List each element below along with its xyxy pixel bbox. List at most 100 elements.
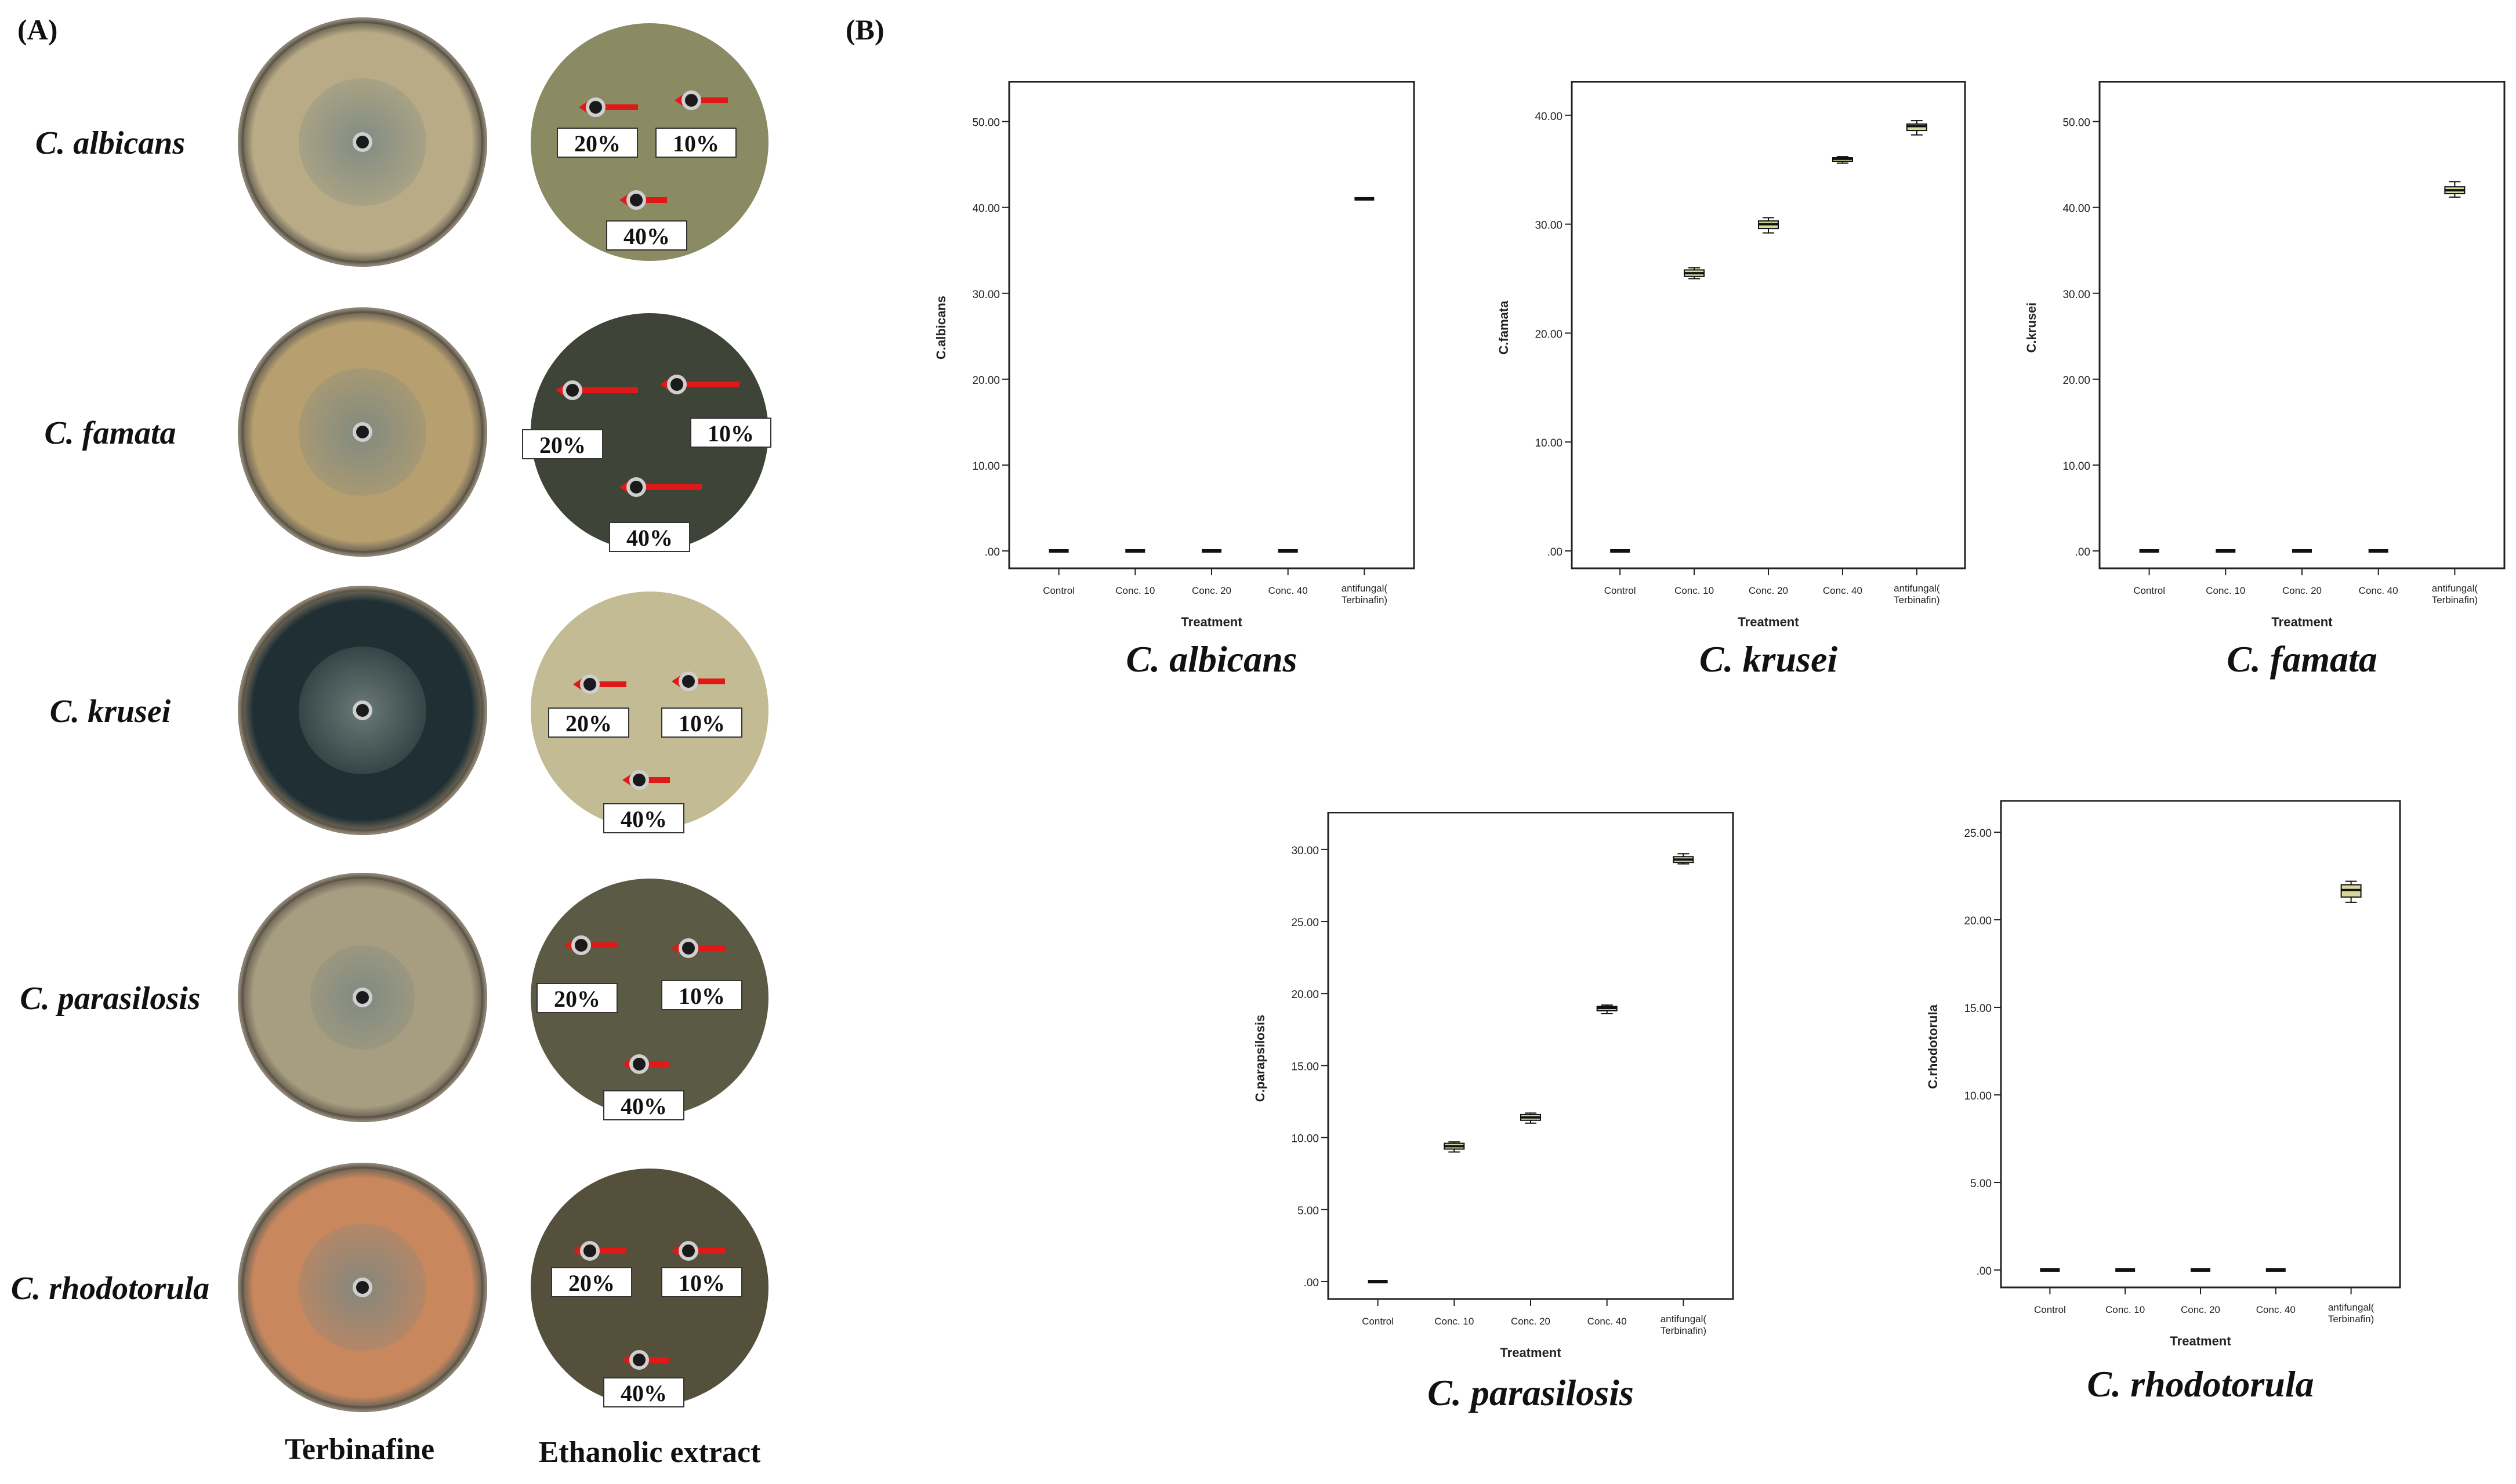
x-tick-label: antifungal(: [1894, 583, 1940, 594]
extract-well: [571, 935, 591, 955]
box-3: [1202, 549, 1221, 553]
box-plot-chart: .00 10.00 20.00 30.00 40.00 C.famata Control Co…: [1496, 81, 1966, 629]
plot-frame: [2098, 81, 2506, 569]
y-tick-label: .00: [985, 546, 1000, 558]
disc-well: [353, 701, 372, 720]
box-5: [1354, 197, 1375, 201]
x-tick-label: antifungal(: [1342, 583, 1388, 594]
y-tick-label: 20.00: [2062, 375, 2090, 387]
species-label: C. krusei: [49, 694, 171, 730]
y-tick-label: 25.00: [1291, 917, 1319, 929]
disc-well: [353, 132, 372, 152]
chart-caption: C. krusei: [1699, 638, 1838, 680]
disc-well: [353, 1278, 372, 1297]
y-tick-label: 30.00: [2062, 289, 2090, 301]
y-tick-label: .00: [1304, 1277, 1319, 1289]
box-2: [1125, 549, 1145, 553]
species-label: C. parasilosis: [20, 981, 201, 1017]
x-tick-label: Conc. 10: [1674, 585, 1714, 596]
x-axis-label: Treatment: [1500, 1345, 1561, 1360]
x-tick-label: Conc. 20: [1749, 585, 1788, 596]
concentration-label: 40%: [609, 522, 690, 552]
extract-well: [580, 674, 600, 694]
y-tick-label: 5.00: [1297, 1205, 1319, 1217]
extract-well: [626, 477, 646, 497]
y-axis-label: C.parapsilosis: [1253, 1015, 1267, 1102]
box-4: [1596, 1004, 1618, 1014]
box-5: [1906, 120, 1927, 136]
x-tick-label: Terbinafin): [2432, 594, 2478, 605]
box-median: [1368, 1280, 1388, 1283]
ethanolic-extract-caption: Ethanolic extract: [538, 1436, 761, 1469]
species-label: C. famata: [44, 415, 176, 451]
extract-well: [626, 190, 646, 210]
box-median: [2139, 549, 2159, 553]
plot-frame: [2000, 800, 2401, 1289]
extract-well: [580, 1241, 600, 1261]
x-tick-label: Conc. 40: [1587, 1316, 1627, 1327]
extract-well: [681, 90, 701, 110]
extract-well: [629, 770, 649, 790]
box-2: [1444, 1141, 1465, 1153]
plot-frame: [1571, 81, 1966, 569]
y-tick-label: 40.00: [2062, 203, 2090, 215]
species-label: C. rhodotorula: [10, 1271, 210, 1307]
extract-well: [679, 672, 698, 691]
box-2: [2115, 1268, 2136, 1272]
box-2: [1684, 267, 1705, 280]
x-tick-label: Conc. 10: [2105, 1304, 2145, 1315]
plot-frame: [1327, 812, 1734, 1300]
box-4: [2368, 549, 2388, 553]
y-tick-label: .00: [1547, 546, 1562, 558]
y-axis-label: C.albicans: [934, 296, 948, 360]
y-tick-label: 20.00: [1535, 328, 1562, 340]
x-tick-label: Conc. 20: [2282, 585, 2322, 596]
box-3: [1520, 1112, 1541, 1124]
box-1: [2040, 1268, 2060, 1272]
box-3: [2292, 549, 2312, 553]
concentration-label: 20%: [536, 983, 618, 1013]
disc-well: [353, 988, 372, 1007]
x-tick-label: Conc. 40: [1823, 585, 1862, 596]
chart-caption: C. famata: [2227, 638, 2377, 680]
box-median: [2265, 1268, 2286, 1272]
extract-well: [586, 97, 606, 117]
y-tick-label: 25.00: [1964, 828, 1992, 840]
y-tick-label: 10.00: [972, 460, 1000, 473]
y-tick-label: 20.00: [1291, 989, 1319, 1001]
concentration-label: 40%: [606, 220, 687, 251]
box-1: [1049, 549, 1069, 553]
y-axis-label: C.famata: [1496, 300, 1511, 355]
x-axis-label: Treatment: [1738, 615, 1799, 629]
x-tick-label: Control: [1604, 585, 1636, 596]
box-median: [1049, 549, 1069, 553]
concentration-label: 10%: [690, 418, 771, 448]
x-tick-label: Conc. 40: [2359, 585, 2398, 596]
box-plot-chart: .00 10.00 20.00 30.00 40.00 50.00 C.albicans Co…: [934, 81, 1415, 629]
x-tick-label: Control: [1362, 1316, 1394, 1327]
box-3: [1758, 217, 1779, 234]
concentration-label: 10%: [661, 707, 742, 738]
box-1: [1610, 549, 1630, 553]
concentration-label: 10%: [661, 980, 742, 1010]
concentration-label: 20%: [551, 1267, 632, 1297]
concentration-label: 40%: [603, 803, 684, 833]
x-tick-label: antifungal(: [2328, 1302, 2374, 1313]
x-axis-label: Treatment: [2271, 615, 2333, 629]
box-4: [1278, 549, 1298, 553]
concentration-label: 20%: [557, 128, 638, 158]
x-tick-label: Terbinafin): [1342, 594, 1387, 605]
y-tick-label: 5.00: [1970, 1178, 1992, 1190]
concentration-label: 40%: [603, 1377, 684, 1407]
box-plot-chart: .00 5.00 10.00 15.00 20.00 25.00 30.00 C.paraps…: [1253, 812, 1734, 1360]
y-tick-label: 10.00: [1291, 1133, 1319, 1145]
box-median: [2368, 549, 2388, 553]
x-tick-label: Conc. 20: [1511, 1316, 1550, 1327]
y-tick-label: 30.00: [1291, 845, 1319, 857]
box-5: [1673, 853, 1694, 865]
y-tick-label: .00: [2075, 546, 2090, 558]
x-tick-label: Conc. 10: [1434, 1316, 1474, 1327]
y-tick-label: 40.00: [1535, 111, 1562, 123]
species-label: C. albicans: [35, 125, 186, 161]
chart-caption: C. rhodotorula: [2087, 1363, 2314, 1405]
